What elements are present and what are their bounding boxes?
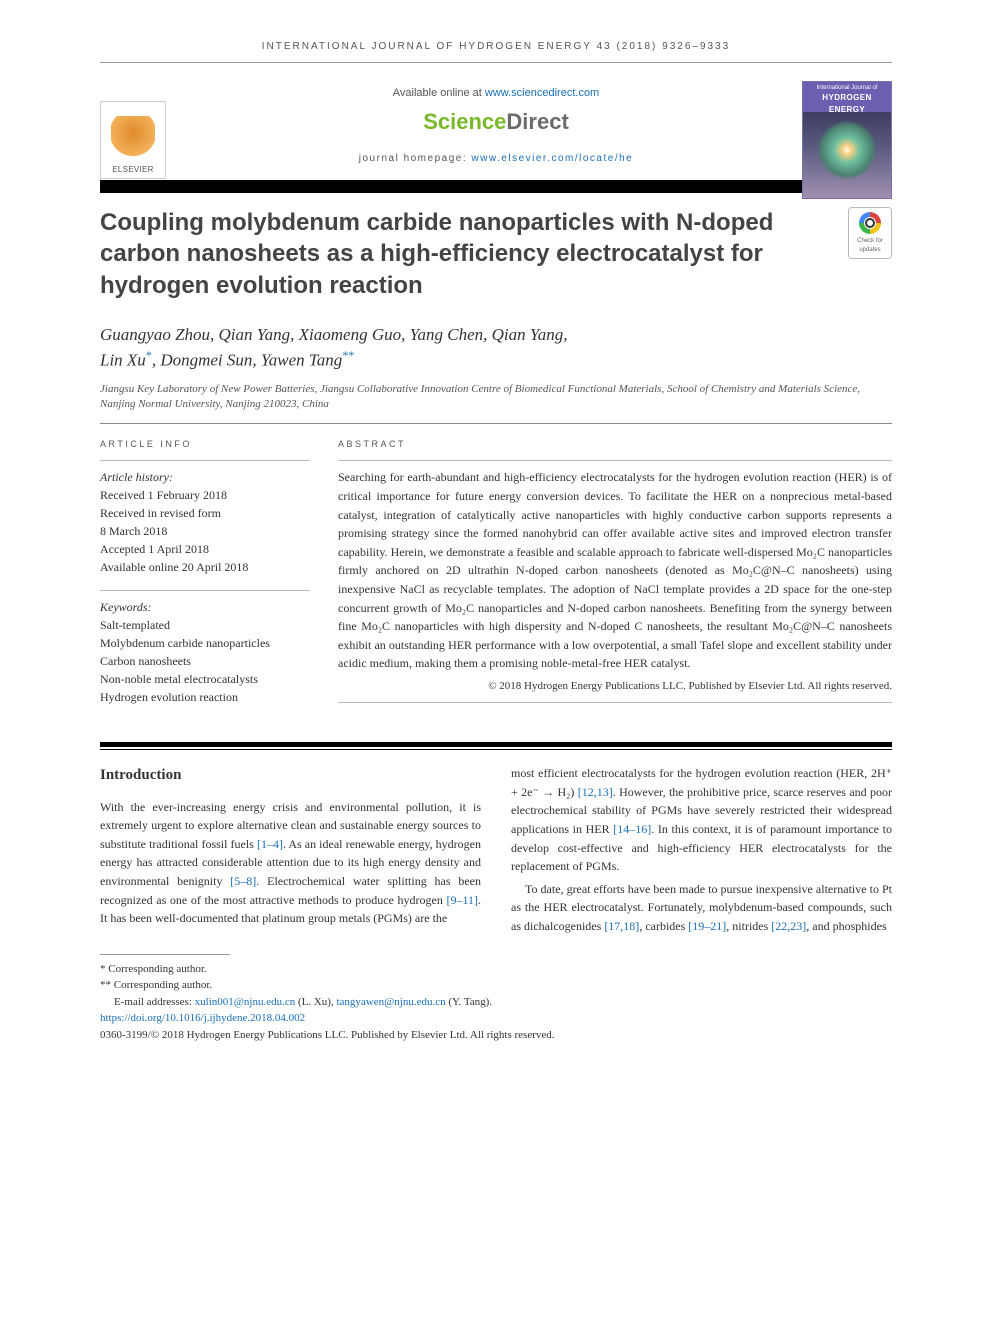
corresponding-2: ** Corresponding author. — [100, 977, 892, 994]
sciencedirect-logo[interactable]: ScienceDirect — [100, 107, 892, 138]
keywords-label: Keywords: — [100, 598, 310, 616]
ref-22-23[interactable]: [22,23] — [771, 919, 806, 933]
available-prefix: Available online at — [393, 87, 485, 99]
thin-rule-4 — [338, 702, 892, 703]
affiliation: Jiangsu Key Laboratory of New Power Batt… — [100, 382, 892, 413]
elsevier-logo[interactable]: ELSEVIER — [100, 101, 166, 179]
ref-1-4[interactable]: [1–4] — [257, 837, 283, 851]
sciencedirect-link[interactable]: www.sciencedirect.com — [485, 87, 599, 99]
black-bar — [100, 180, 892, 193]
thin-rule-3 — [338, 460, 892, 461]
keywords-block: Keywords: Salt-templated Molybdenum carb… — [100, 598, 310, 706]
ref-9-11[interactable]: [9–11] — [446, 893, 478, 907]
sd-science: Science — [423, 109, 506, 134]
intro-p2: To date, great efforts have been made to… — [511, 880, 892, 936]
footnote-rule — [100, 954, 230, 955]
magnifier-icon — [865, 218, 875, 228]
intro-p1-cont: most efficient electrocatalysts for the … — [511, 764, 892, 876]
issn-copyright: 0360-3199/© 2018 Hydrogen Energy Publica… — [100, 1027, 892, 1044]
doi-link[interactable]: https://doi.org/10.1016/j.ijhydene.2018.… — [100, 1012, 305, 1024]
cover-journal-line: International Journal of — [805, 84, 889, 92]
abstract-head: ABSTRACT — [338, 438, 892, 451]
accepted: Accepted 1 April 2018 — [100, 540, 310, 558]
email-1-link[interactable]: xulin001@njnu.edu.cn — [195, 996, 296, 1008]
running-head: INTERNATIONAL JOURNAL OF HYDROGEN ENERGY… — [100, 40, 892, 54]
online: Available online 20 April 2018 — [100, 558, 310, 576]
ref-14-16[interactable]: [14–16] — [613, 822, 651, 836]
crossmark-badge[interactable]: Check for updates — [848, 207, 892, 259]
ref-5-8[interactable]: [5–8] — [230, 874, 256, 888]
thin-rule — [100, 460, 310, 461]
email-line: E-mail addresses: xulin001@njnu.edu.cn (… — [100, 994, 892, 1011]
elsevier-tree-icon — [111, 116, 155, 164]
kw3: Carbon nanosheets — [100, 652, 310, 670]
abstract-col: ABSTRACT Searching for earth-abundant an… — [338, 438, 892, 711]
authors: Guangyao Zhou, Qian Yang, Xiaomeng Guo, … — [100, 323, 892, 372]
elsevier-word: ELSEVIER — [112, 164, 154, 175]
info-abstract-row: ARTICLE INFO Article history: Received 1… — [100, 424, 892, 725]
footnotes: * Corresponding author. ** Corresponding… — [100, 961, 892, 1044]
intro-p2-c: , nitrides — [726, 919, 771, 933]
ref-19-21[interactable]: [19–21] — [688, 919, 726, 933]
kw5: Hydrogen evolution reaction — [100, 688, 310, 706]
article-info-head: ARTICLE INFO — [100, 438, 310, 451]
intro-p2-b: , carbides — [639, 919, 688, 933]
cover-image — [803, 112, 891, 198]
thin-rule-under — [100, 749, 892, 750]
email-2-who: (Y. Tang). — [446, 996, 493, 1008]
cover-swirl-icon — [817, 120, 877, 180]
abstract-text: Searching for earth-abundant and high-ef… — [338, 468, 892, 673]
kw1: Salt-templated — [100, 616, 310, 634]
body-two-col: Introduction With the ever-increasing en… — [100, 764, 892, 935]
intro-p2-d: , and phosphides — [806, 919, 886, 933]
abstract-copyright: © 2018 Hydrogen Energy Publications LLC.… — [338, 679, 892, 694]
ref-12-13[interactable]: [12,13] — [578, 785, 613, 799]
homepage-prefix: journal homepage: — [359, 153, 472, 164]
corresponding-1: * Corresponding author. — [100, 961, 892, 978]
crossmark-label1: Check for — [857, 237, 883, 245]
history-label: Article history: — [100, 468, 310, 486]
top-rule — [100, 62, 892, 63]
email-2-link[interactable]: tangyawen@njnu.edu.cn — [336, 996, 445, 1008]
sd-direct: Direct — [506, 109, 568, 134]
journal-cover[interactable]: International Journal of HYDROGEN ENERGY — [802, 81, 892, 199]
crossmark-icon — [859, 212, 881, 234]
email-label: E-mail addresses: — [114, 996, 195, 1008]
article-info-col: ARTICLE INFO Article history: Received 1… — [100, 438, 310, 711]
ref-17-18[interactable]: [17,18] — [604, 919, 639, 933]
intro-p1: With the ever-increasing energy crisis a… — [100, 798, 481, 928]
crossmark-label2: updates — [859, 246, 880, 254]
title-block: Coupling molybdenum carbide nanoparticle… — [100, 193, 892, 305]
body-col-right: most efficient electrocatalysts for the … — [511, 764, 892, 935]
email-1-who: (L. Xu), — [295, 996, 336, 1008]
available-online-line: Available online at www.sciencedirect.co… — [100, 86, 892, 101]
journal-homepage-link[interactable]: www.elsevier.com/locate/he — [471, 153, 633, 164]
journal-homepage-line: journal homepage: www.elsevier.com/locat… — [100, 152, 892, 166]
revised1: Received in revised form — [100, 504, 310, 522]
header-block: ELSEVIER International Journal of HYDROG… — [100, 81, 892, 178]
author-lin-xu: Lin Xu — [100, 350, 146, 369]
history-block: Article history: Received 1 February 201… — [100, 468, 310, 576]
kw4: Non-noble metal electrocatalysts — [100, 670, 310, 688]
article-title: Coupling molybdenum carbide nanoparticle… — [100, 207, 848, 301]
kw2: Molybdenum carbide nanoparticles — [100, 634, 310, 652]
body-col-left: Introduction With the ever-increasing en… — [100, 764, 481, 935]
cover-header: International Journal of HYDROGEN ENERGY — [803, 82, 891, 112]
thin-rule-2 — [100, 590, 310, 591]
corresp-mark-2: ** — [342, 348, 354, 362]
received: Received 1 February 2018 — [100, 486, 310, 504]
authors-line1: Guangyao Zhou, Qian Yang, Xiaomeng Guo, … — [100, 325, 568, 344]
introduction-head: Introduction — [100, 764, 481, 787]
revised2: 8 March 2018 — [100, 522, 310, 540]
cover-title1: HYDROGEN — [805, 92, 889, 103]
authors-line2-mid: , Dongmei Sun, Yawen Tang — [152, 350, 343, 369]
